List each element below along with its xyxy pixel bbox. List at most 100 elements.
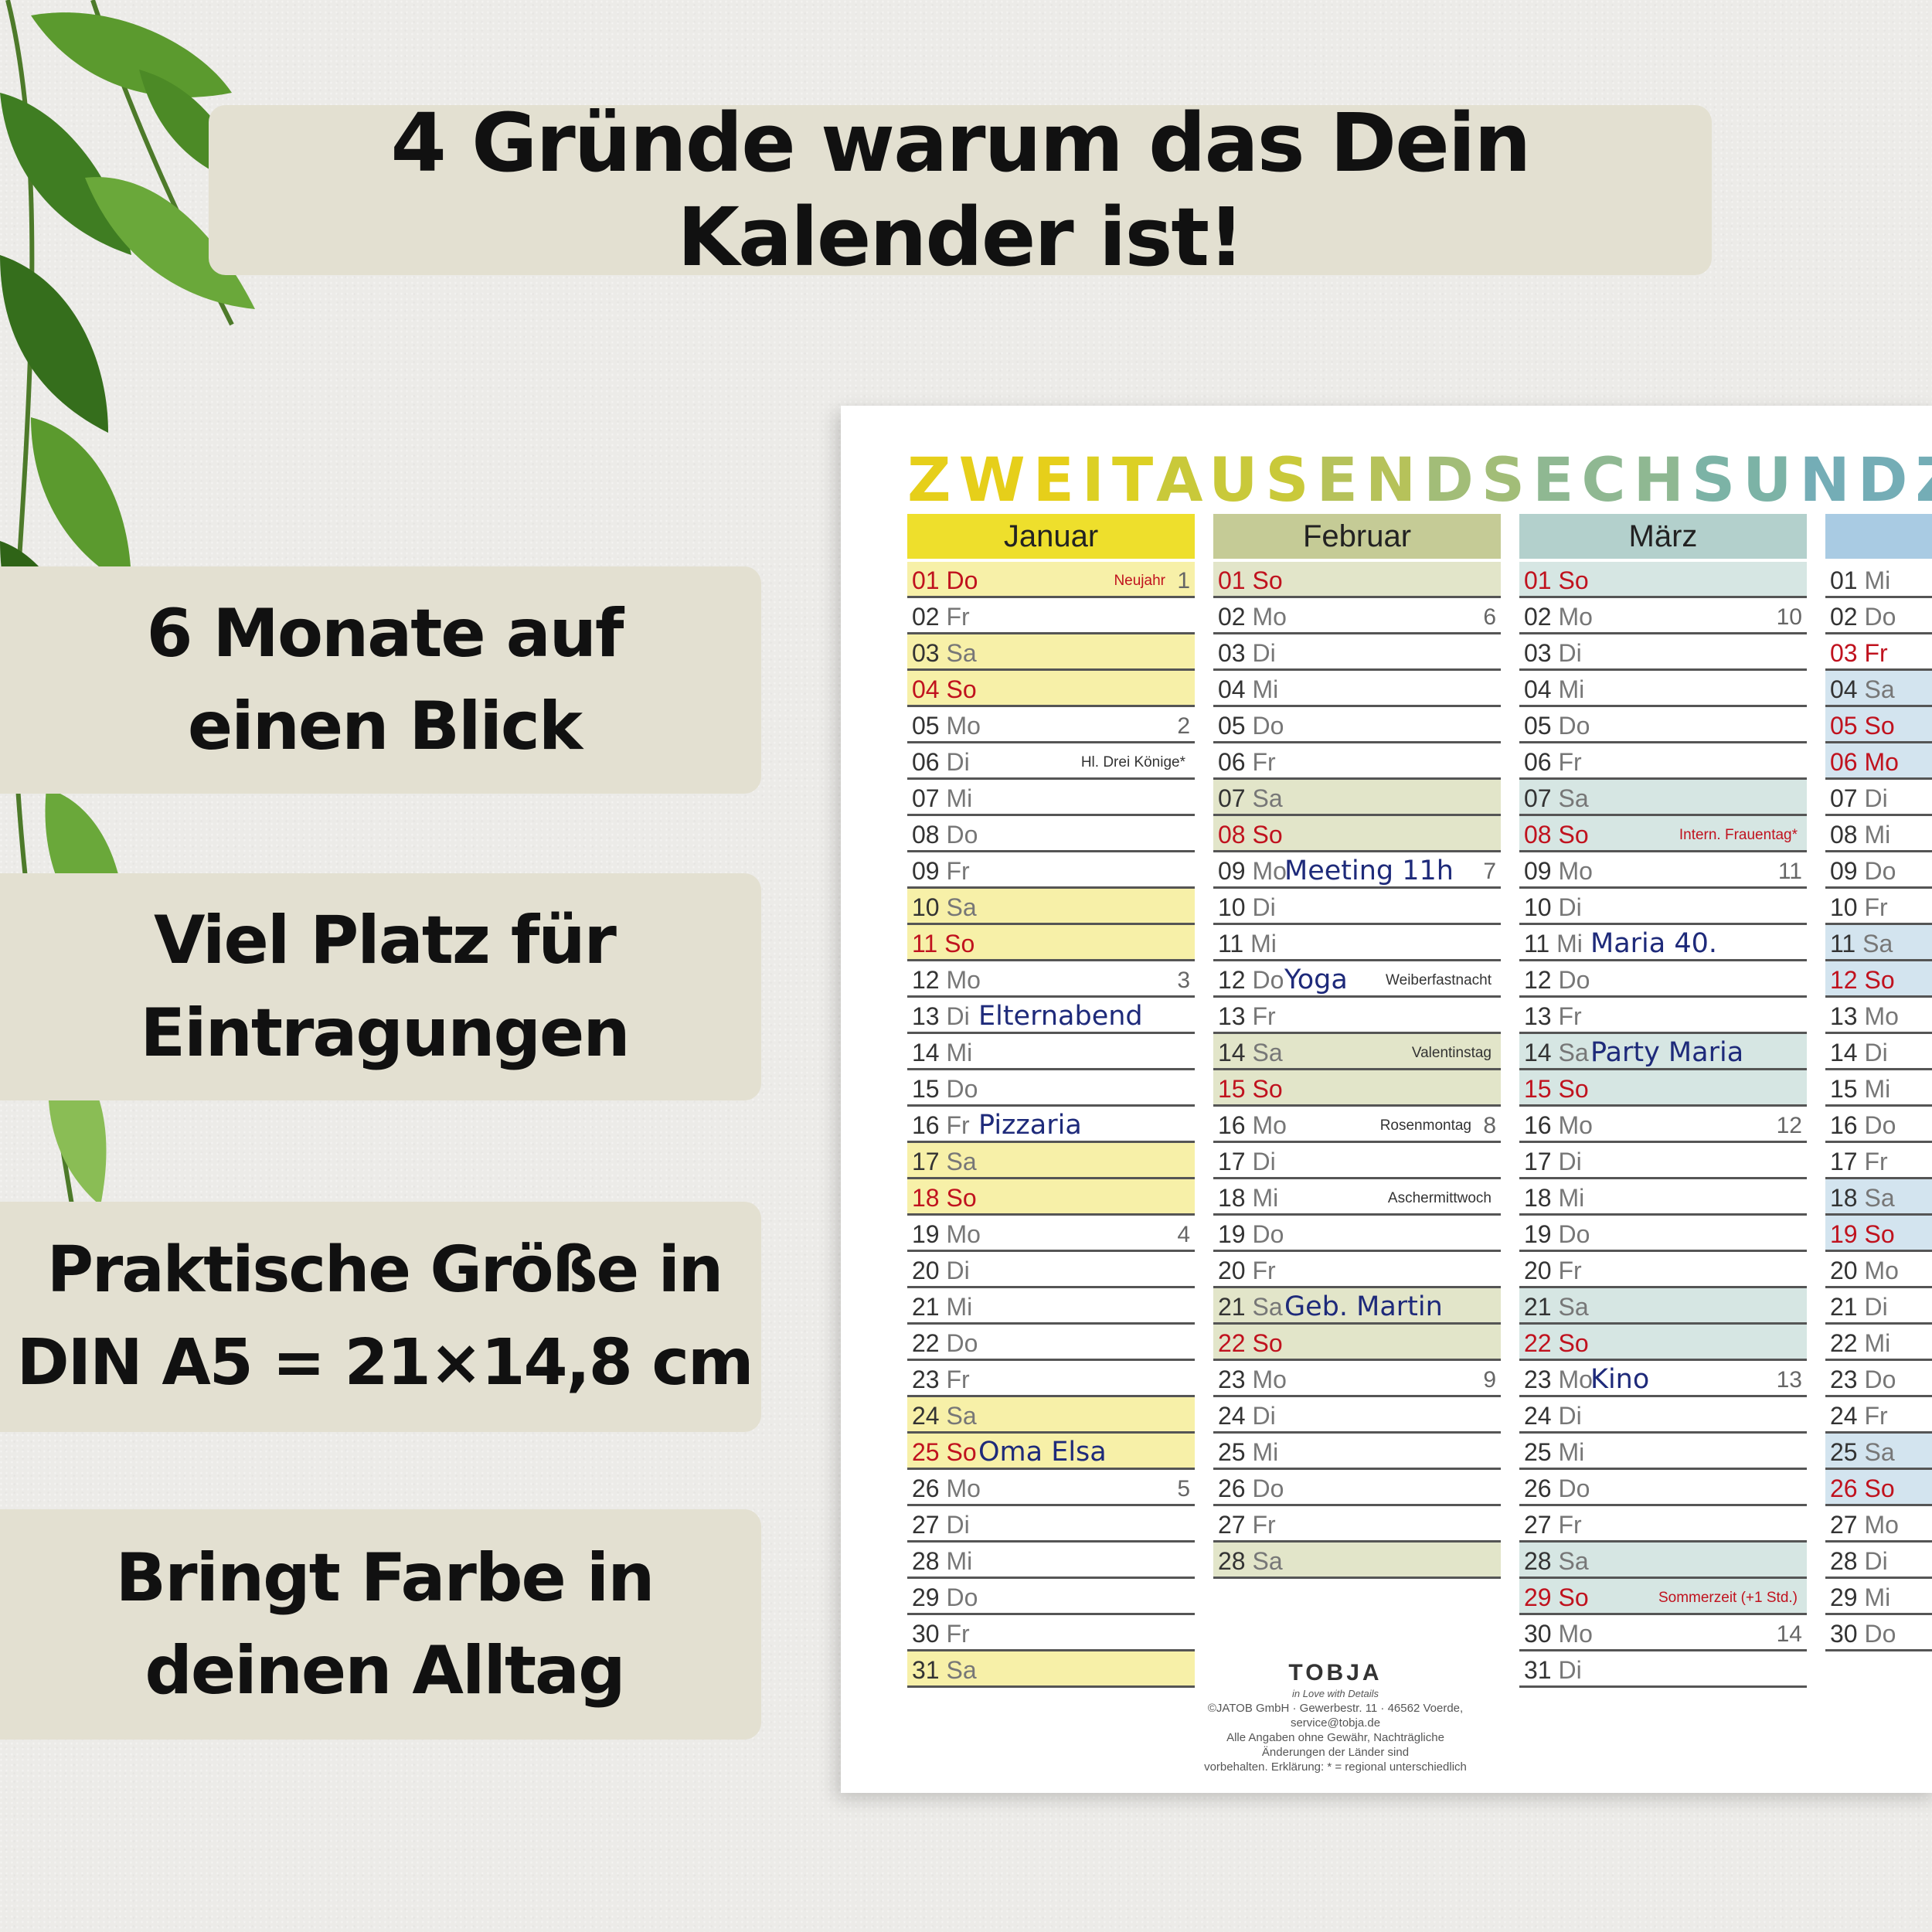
day-label: 06 Fr [1524, 748, 1582, 776]
headline-banner: 4 Gründe warum das Dein Kalender ist! [209, 96, 1712, 284]
day-row: 26 So [1825, 1470, 1932, 1506]
day-label: 10 Di [1524, 893, 1582, 921]
holiday-label: Valentinstag [1411, 1045, 1492, 1061]
year-title: ZWEITAUSENDSECHSUNDZWANZ [907, 446, 1932, 515]
day-label: 01 So [1218, 566, 1283, 594]
day-label: 04 So [912, 675, 977, 703]
day-label: 30 Do [1830, 1620, 1896, 1648]
day-row: 11 Mi Maria 40. [1519, 925, 1807, 961]
day-label: 07 Di [1830, 784, 1888, 812]
day-label: 17 Di [1218, 1148, 1276, 1175]
day-row: 14 Sa Party Maria [1519, 1034, 1807, 1070]
day-label: 23 Do [1830, 1366, 1896, 1393]
week-number: 13 [1776, 1367, 1802, 1393]
day-row: 02 Do [1825, 598, 1932, 634]
day-row: 06 Di Hl. Drei Könige* [907, 743, 1195, 780]
week-number: 9 [1483, 1367, 1496, 1393]
day-row: 28 Di [1825, 1543, 1932, 1579]
day-row: 09 Fr [907, 852, 1195, 889]
day-label: 12 Do [1218, 966, 1284, 994]
day-row: 02 Mo 10 [1519, 598, 1807, 634]
day-row: 25 So Oma Elsa [907, 1434, 1195, 1470]
week-number: 12 [1776, 1113, 1802, 1138]
day-label: 28 Di [1830, 1547, 1888, 1575]
day-label: 02 Mo [1524, 603, 1593, 631]
day-row: 22 Do [907, 1325, 1195, 1361]
footer-line: vorbehalten. Erklärung: * = regional unt… [1204, 1760, 1467, 1774]
day-row: 07 Sa [1519, 780, 1807, 816]
day-label: 02 Do [1830, 603, 1896, 631]
day-label: 09 Fr [912, 857, 970, 885]
day-label: 25 Sa [1830, 1438, 1895, 1466]
day-label: 29 Do [912, 1583, 978, 1611]
day-label: 21 Sa [1218, 1293, 1283, 1321]
day-row: 07 Mi [907, 780, 1195, 816]
month-column: Januar 01 Do Neujahr 1 02 Fr 03 Sa 04 So 05 Mo 2… [907, 514, 1195, 1688]
day-label: 08 So [1218, 821, 1283, 849]
day-label: 27 Fr [1218, 1511, 1276, 1539]
year-letter: T [1111, 446, 1157, 515]
year-letter: N [1799, 446, 1858, 515]
year-letter: U [1743, 446, 1800, 515]
reason-card-2: Viel Platz für Eintragungen [0, 873, 761, 1100]
day-row: 14 Di [1825, 1034, 1932, 1070]
day-label: 20 Fr [1218, 1257, 1276, 1284]
day-row: 23 Mo 9 [1213, 1361, 1501, 1397]
day-row: 06 Fr [1519, 743, 1807, 780]
day-row: 14 Sa Valentinstag [1213, 1034, 1501, 1070]
day-row: 28 Sa [1519, 1543, 1807, 1579]
day-row: 09 Do [1825, 852, 1932, 889]
day-row: 21 Sa Geb. Martin [1213, 1288, 1501, 1325]
day-row: 20 Di [907, 1252, 1195, 1288]
handwritten-entry: Meeting 11h [1284, 855, 1454, 886]
day-label: 09 Do [1830, 857, 1896, 885]
day-label: 09 Mo [1218, 857, 1287, 885]
day-row: 29 So Sommerzeit (+1 Std.) [1519, 1579, 1807, 1615]
day-label: 19 Do [1218, 1220, 1284, 1248]
day-label: 22 Mi [1830, 1329, 1891, 1357]
day-label: 02 Fr [912, 603, 970, 631]
day-row: 07 Sa [1213, 780, 1501, 816]
handwritten-entry: Kino [1590, 1364, 1650, 1395]
day-label: 19 Do [1524, 1220, 1590, 1248]
week-number: 10 [1776, 604, 1802, 630]
day-row: 07 Di [1825, 780, 1932, 816]
day-label: 17 Fr [1830, 1148, 1888, 1175]
reason-text: Bringt Farbe in deinen Alltag [115, 1539, 655, 1709]
day-label: 21 Di [1830, 1293, 1888, 1321]
day-row: 29 Do [907, 1579, 1195, 1615]
day-row: 11 Sa [1825, 925, 1932, 961]
day-label: 04 Mi [1218, 675, 1279, 703]
day-label: 14 Sa [1524, 1039, 1589, 1066]
day-label: 28 Mi [912, 1547, 973, 1575]
day-label: 06 Mo [1830, 748, 1899, 776]
day-label: 03 Di [1218, 639, 1276, 667]
reason-card-4: Bringt Farbe in deinen Alltag [0, 1509, 761, 1740]
day-label: 18 Mi [1218, 1184, 1279, 1212]
day-row: 22 So [1519, 1325, 1807, 1361]
handwritten-entry: Party Maria [1590, 1037, 1744, 1068]
day-label: 23 Mo [1218, 1366, 1287, 1393]
day-row: 18 Mi [1519, 1179, 1807, 1216]
day-label: 12 So [1830, 966, 1895, 994]
year-letter: A [1156, 446, 1209, 515]
day-label: 27 Mo [1830, 1511, 1899, 1539]
day-label: 25 Mi [1218, 1438, 1279, 1466]
reason-text: Praktische Größe in DIN A5 = 21×14,8 cm [16, 1233, 754, 1400]
day-row: 16 Fr Pizzaria [907, 1107, 1195, 1143]
day-row: 23 Fr [907, 1361, 1195, 1397]
day-row: 05 Do [1213, 707, 1501, 743]
day-row: 24 Sa [907, 1397, 1195, 1434]
day-row: 24 Di [1213, 1397, 1501, 1434]
day-label: 19 Mo [912, 1220, 981, 1248]
day-label: 29 Mi [1830, 1583, 1891, 1611]
day-row: 08 So Intern. Frauentag* [1519, 816, 1807, 852]
day-row: 12 Mo 3 [907, 961, 1195, 998]
day-row: 28 Sa [1213, 1543, 1501, 1579]
year-letter: E [1532, 446, 1582, 515]
day-row: 12 So [1825, 961, 1932, 998]
day-row: 21 Sa [1519, 1288, 1807, 1325]
holiday-label: Aschermittwoch [1387, 1190, 1492, 1206]
day-row: 30 Mo 14 [1519, 1615, 1807, 1651]
day-row: 26 Mo 5 [907, 1470, 1195, 1506]
